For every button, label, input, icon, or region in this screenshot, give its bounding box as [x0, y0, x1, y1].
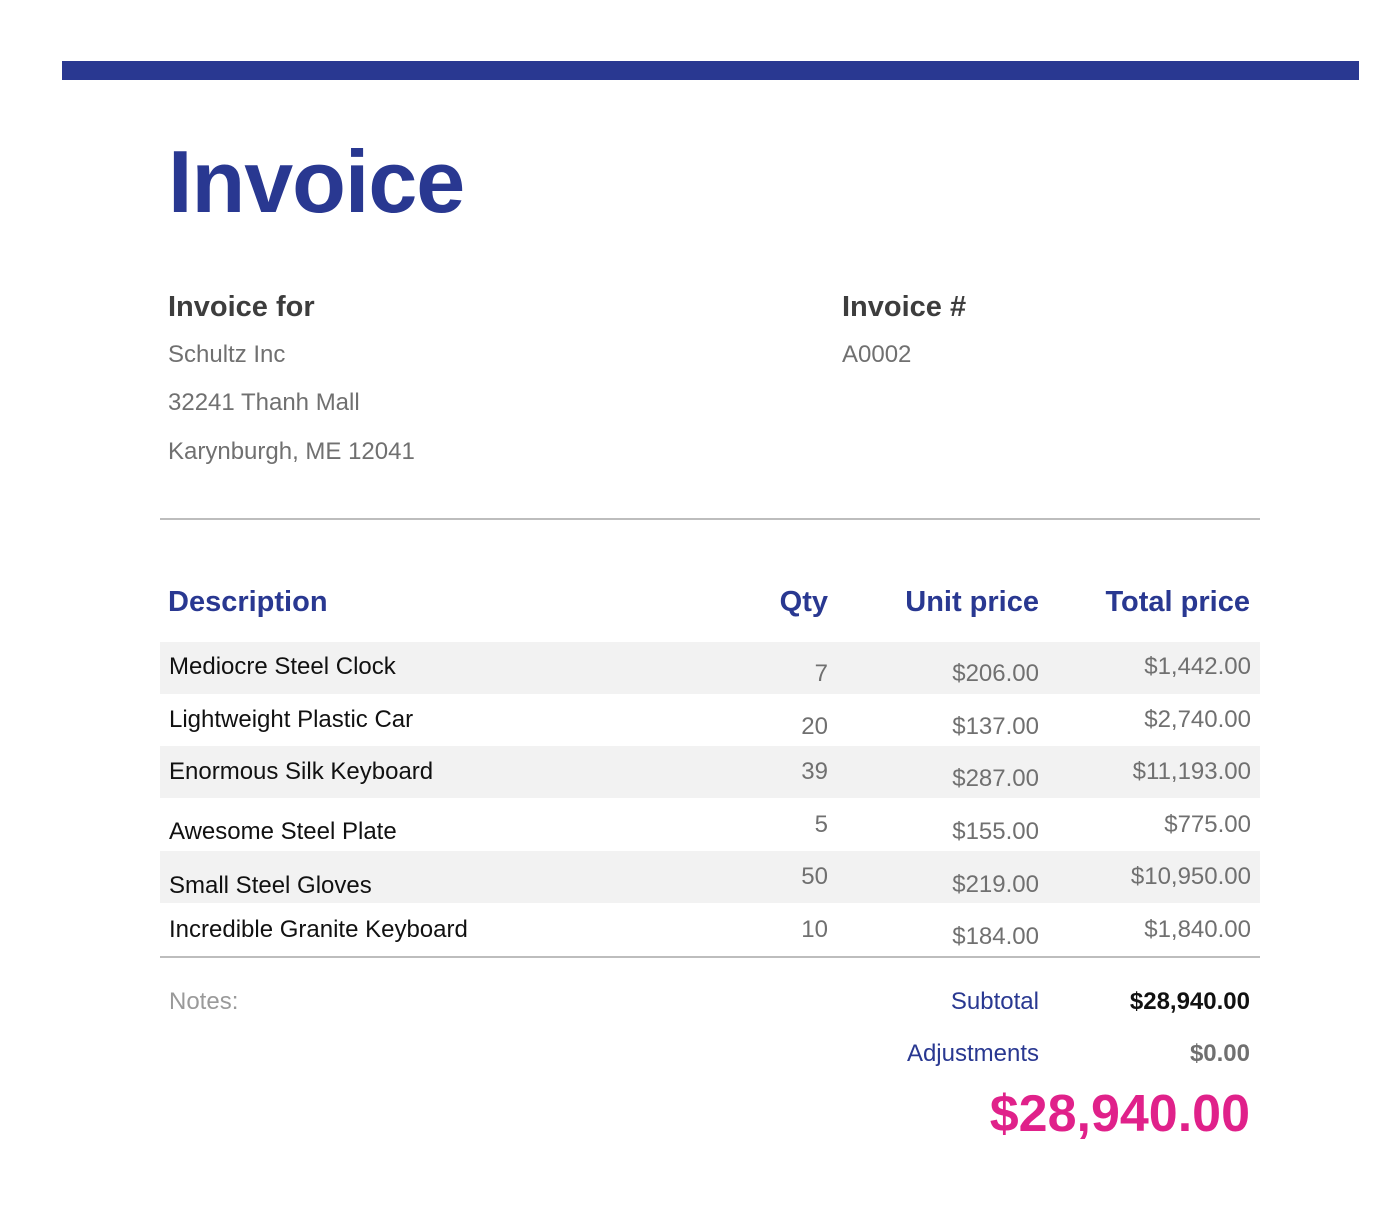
table-row: Small Steel Gloves 50 $219.00 $10,950.00	[160, 851, 1260, 903]
item-unit-price: $184.00	[952, 923, 1039, 950]
subtotal-label: Subtotal	[950, 988, 1039, 1015]
table-row: Incredible Granite Keyboard 10 $184.00 $…	[160, 903, 1260, 955]
item-description: Mediocre Steel Clock	[169, 653, 396, 680]
item-description: Enormous Silk Keyboard	[169, 758, 434, 785]
item-total-price: $1,442.00	[1144, 653, 1251, 680]
adjustments-value: $0.00	[1189, 1040, 1250, 1067]
notes-label: Notes:	[169, 988, 239, 1015]
bill-to-company: Schultz Inc	[168, 341, 286, 368]
item-total-price: $2,740.00	[1144, 706, 1251, 733]
item-qty: 5	[814, 811, 828, 838]
item-total-price: $775.00	[1164, 811, 1251, 838]
item-qty: 39	[801, 758, 828, 785]
item-qty: 7	[814, 660, 828, 687]
adjustments-label: Adjustments	[906, 1040, 1039, 1067]
invoice-number-value: A0002	[842, 341, 912, 368]
item-total-price: $10,950.00	[1130, 863, 1251, 890]
item-description: Incredible Granite Keyboard	[169, 916, 468, 943]
table-row: Awesome Steel Plate 5 $155.00 $775.00	[160, 798, 1260, 850]
item-description: Lightweight Plastic Car	[169, 706, 414, 733]
column-header-description: Description	[168, 586, 328, 618]
item-total-price: $1,840.00	[1144, 916, 1251, 943]
item-unit-price: $206.00	[952, 660, 1039, 687]
item-unit-price: $287.00	[952, 765, 1039, 792]
item-unit-price: $137.00	[952, 713, 1039, 740]
table-bottom-divider	[160, 956, 1260, 958]
item-unit-price: $219.00	[952, 871, 1039, 898]
table-row: Enormous Silk Keyboard 39 $287.00 $11,19…	[160, 746, 1260, 798]
bill-to-street: 32241 Thanh Mall	[168, 389, 360, 416]
item-qty: 20	[801, 713, 828, 740]
table-row: Mediocre Steel Clock 7 $206.00 $1,442.00	[160, 642, 1260, 694]
section-divider	[160, 518, 1260, 520]
invoice-title: Invoice	[168, 132, 465, 231]
column-header-total-price: Total price	[1105, 586, 1251, 618]
item-unit-price: $155.00	[952, 818, 1039, 845]
subtotal-value: $28,940.00	[1129, 988, 1250, 1015]
invoice-number-heading: Invoice #	[842, 291, 967, 323]
item-description: Small Steel Gloves	[169, 872, 372, 899]
bill-to-heading: Invoice for	[168, 291, 315, 323]
item-qty: 10	[801, 916, 828, 943]
grand-total: $28,940.00	[989, 1085, 1250, 1143]
column-header-unit-price: Unit price	[905, 586, 1039, 618]
table-row: Lightweight Plastic Car 20 $137.00 $2,74…	[160, 694, 1260, 746]
item-qty: 50	[801, 863, 828, 890]
column-header-qty: Qty	[779, 586, 828, 618]
item-total-price: $11,193.00	[1132, 758, 1251, 785]
header-accent-bar	[62, 61, 1359, 80]
item-description: Awesome Steel Plate	[169, 818, 397, 845]
bill-to-city: Karynburgh, ME 12041	[168, 438, 415, 465]
